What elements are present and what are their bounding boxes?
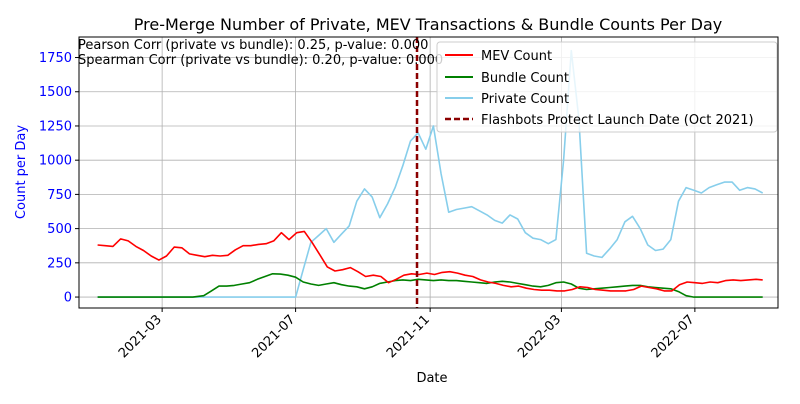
y-tick-label: 1500 — [39, 85, 72, 100]
x-axis-label: Date — [416, 371, 447, 386]
series-layer — [97, 49, 764, 298]
x-tick-label: 2022-07 — [649, 312, 698, 361]
chart-legend: MEV Count Bundle Count Private Count Fla… — [436, 41, 778, 133]
plot-frame — [78, 36, 779, 309]
x-tick-label: 2022-03 — [515, 312, 564, 361]
y-tick-label: 500 — [47, 222, 72, 237]
x-tick-label: 2021-03 — [116, 312, 165, 361]
y-tick-label: 750 — [47, 188, 72, 203]
legend-label-bundle: Bundle Count — [481, 71, 569, 86]
series-line-bundle-count — [97, 273, 763, 298]
spearman-annotation: Spearman Corr (private vs bundle): 0.20,… — [78, 53, 443, 68]
chart-title: Pre-Merge Number of Private, MEV Transac… — [134, 15, 722, 34]
series-line-mev-count — [97, 230, 763, 292]
legend-box — [436, 41, 778, 133]
x-tick-label: 2021-07 — [249, 312, 298, 361]
y-tick-label: 250 — [47, 256, 72, 271]
pearson-annotation: Pearson Corr (private vs bundle): 0.25, … — [78, 38, 428, 53]
y-tick-label: 0 — [64, 291, 72, 306]
legend-label-launch-date: Flashbots Protect Launch Date (Oct 2021) — [481, 113, 754, 128]
y-axis-ticks: 0 250 500 750 1000 1250 1500 1750 — [39, 51, 79, 306]
y-tick-label: 1250 — [39, 119, 72, 134]
y-tick-label: 1000 — [39, 154, 72, 169]
legend-label-private: Private Count — [481, 92, 569, 107]
legend-label-mev: MEV Count — [481, 49, 552, 64]
x-axis-ticks: 2021-03 2021-07 2021-11 2022-03 2022-07 — [116, 308, 698, 361]
y-tick-label: 1750 — [39, 51, 72, 66]
x-tick-label: 2021-11 — [384, 312, 433, 361]
y-axis-label: Count per Day — [14, 125, 29, 219]
series-line-private-count — [97, 49, 764, 298]
